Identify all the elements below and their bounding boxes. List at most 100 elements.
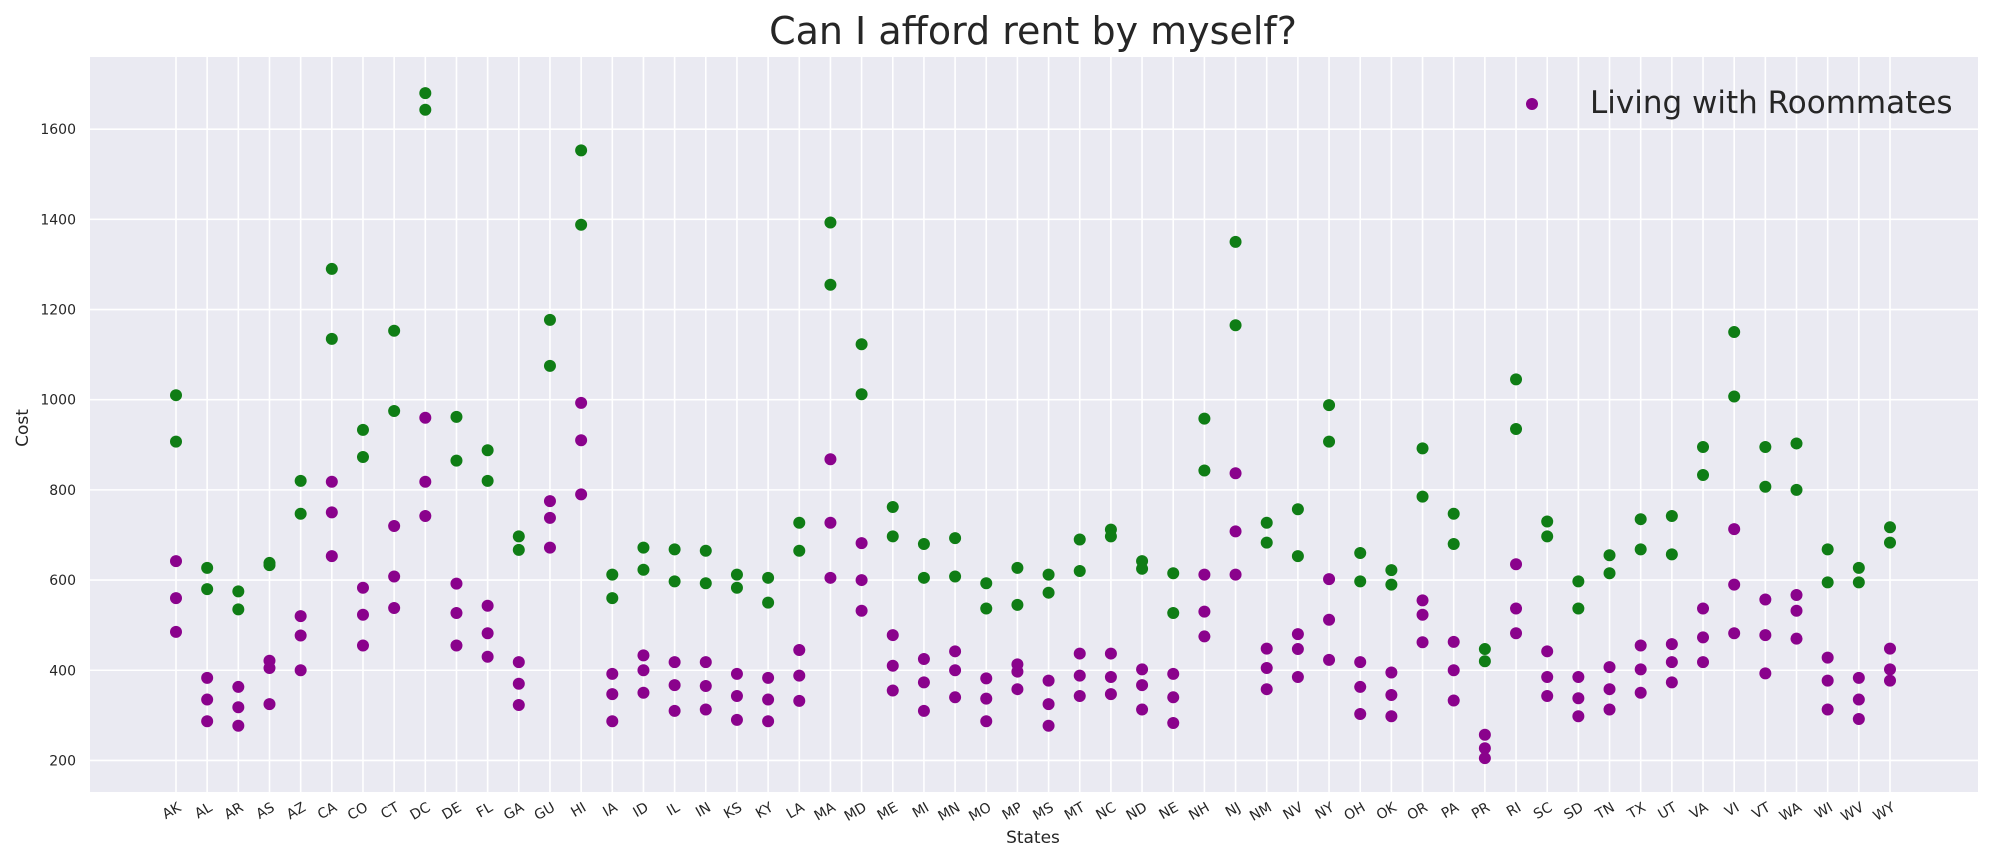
- data-point-green-md: [855, 338, 868, 351]
- data-point-purple-me: [886, 659, 899, 672]
- x-tick-label-fl: FL: [474, 800, 496, 822]
- data-point-green-tn: [1603, 567, 1616, 580]
- x-tick-label-dc: DC: [408, 799, 434, 823]
- x-tick-label-wy: WY: [1871, 799, 1899, 824]
- data-point-purple-il: [668, 704, 681, 717]
- x-tick-label-vt: VT: [1750, 799, 1774, 822]
- data-point-purple-ky: [762, 671, 775, 684]
- data-point-purple-in: [699, 703, 712, 716]
- data-point-purple-az: [294, 664, 307, 677]
- data-point-purple-ne: [1167, 717, 1180, 730]
- data-point-green-ak: [170, 389, 182, 402]
- data-point-purple-mn: [949, 664, 962, 677]
- data-point-purple-ny: [1323, 653, 1336, 666]
- data-point-purple-nj: [1229, 568, 1242, 581]
- x-tick-label-wi: WI: [1812, 800, 1836, 823]
- x-tick-label-wa: WA: [1777, 799, 1805, 824]
- data-point-purple-ks: [730, 689, 743, 702]
- x-tick-label-ak: AK: [160, 799, 185, 823]
- data-point-green-ky: [762, 571, 775, 584]
- data-point-purple-nj: [1229, 467, 1242, 480]
- data-point-purple-vt: [1759, 629, 1772, 642]
- data-point-green-md: [855, 388, 868, 401]
- data-point-purple-mt: [1073, 647, 1086, 660]
- data-point-purple-al: [201, 693, 214, 706]
- data-point-green-vt: [1759, 480, 1772, 493]
- data-point-purple-mp: [1011, 665, 1024, 678]
- data-point-purple-pa: [1447, 635, 1460, 648]
- data-point-green-wi: [1821, 576, 1834, 589]
- data-point-purple-fl: [481, 650, 494, 663]
- data-point-green-ma: [824, 216, 837, 229]
- data-point-purple-or: [1416, 594, 1429, 607]
- data-point-green-in: [699, 544, 712, 557]
- x-axis-label: States: [1006, 828, 1060, 848]
- data-points: [170, 87, 1896, 765]
- data-point-purple-vi: [1728, 627, 1741, 640]
- data-point-purple-nh: [1198, 605, 1211, 618]
- data-point-purple-ca: [325, 475, 338, 488]
- legend-label-living-with-roommates: Living with Roommates: [1590, 85, 1953, 121]
- data-point-green-ut: [1665, 510, 1678, 523]
- x-tick-label-ms: MS: [1030, 800, 1056, 824]
- data-point-purple-ri: [1510, 602, 1523, 615]
- data-point-purple-pr: [1478, 728, 1491, 741]
- x-tick-label-mt: MT: [1062, 799, 1088, 823]
- data-point-green-ok: [1385, 578, 1398, 591]
- data-point-purple-oh: [1354, 680, 1367, 693]
- data-point-purple-ks: [730, 713, 743, 726]
- data-point-purple-ms: [1042, 719, 1055, 732]
- data-point-purple-wi: [1821, 674, 1834, 687]
- x-tick-label-nv: NV: [1281, 799, 1307, 823]
- data-point-green-ga: [512, 530, 525, 543]
- x-tick-label-mo: MO: [966, 800, 994, 825]
- data-point-green-nh: [1198, 412, 1211, 425]
- x-tick-label-co: CO: [345, 800, 371, 824]
- data-point-purple-as: [263, 661, 276, 674]
- data-point-purple-ar: [232, 701, 245, 714]
- data-point-purple-vt: [1759, 593, 1772, 606]
- y-tick-labels: 200 400 600 800 1000 1200 1400 1600: [40, 122, 76, 769]
- data-point-purple-az: [294, 610, 307, 623]
- data-point-purple-hi: [575, 396, 588, 409]
- data-point-green-ks: [730, 568, 743, 581]
- data-point-green-mo: [980, 602, 993, 615]
- data-point-purple-ia: [606, 715, 619, 728]
- data-point-purple-ar: [232, 719, 245, 732]
- data-point-purple-vi: [1728, 578, 1741, 591]
- data-point-green-oh: [1354, 547, 1367, 560]
- x-tick-label-al: AL: [192, 800, 215, 823]
- data-point-purple-ri: [1510, 627, 1523, 640]
- data-point-purple-al: [201, 715, 214, 728]
- x-tick-label-nh: NH: [1186, 800, 1212, 824]
- data-point-purple-mo: [980, 692, 993, 705]
- data-point-purple-gu: [543, 541, 556, 554]
- data-point-green-nc: [1104, 530, 1117, 543]
- data-point-green-wa: [1790, 437, 1803, 450]
- data-point-purple-wy: [1884, 663, 1896, 676]
- data-point-purple-id: [637, 664, 650, 677]
- x-tick-label-mn: MN: [936, 800, 964, 825]
- data-point-green-mi: [917, 537, 930, 550]
- data-point-purple-tn: [1603, 703, 1616, 716]
- data-point-purple-mi: [917, 704, 930, 717]
- data-point-green-vi: [1728, 326, 1741, 339]
- data-point-purple-ia: [606, 667, 619, 680]
- y-tick-label: 1200: [40, 303, 76, 319]
- y-tick-label: 800: [49, 483, 76, 499]
- data-point-purple-il: [668, 656, 681, 669]
- data-point-purple-in: [699, 656, 712, 669]
- data-point-green-mi: [917, 571, 930, 584]
- data-point-purple-ut: [1665, 676, 1678, 689]
- data-point-purple-sd: [1572, 692, 1585, 705]
- data-point-purple-ia: [606, 688, 619, 701]
- y-tick-label: 600: [49, 573, 76, 589]
- x-tick-label-ri: RI: [1504, 800, 1524, 821]
- data-point-purple-wi: [1821, 703, 1834, 716]
- x-tick-label-vi: VI: [1722, 800, 1742, 821]
- data-point-green-ri: [1510, 423, 1523, 436]
- data-point-purple-la: [793, 669, 806, 682]
- data-point-purple-ky: [762, 715, 775, 728]
- data-point-purple-ca: [325, 506, 338, 519]
- data-point-purple-wa: [1790, 604, 1803, 617]
